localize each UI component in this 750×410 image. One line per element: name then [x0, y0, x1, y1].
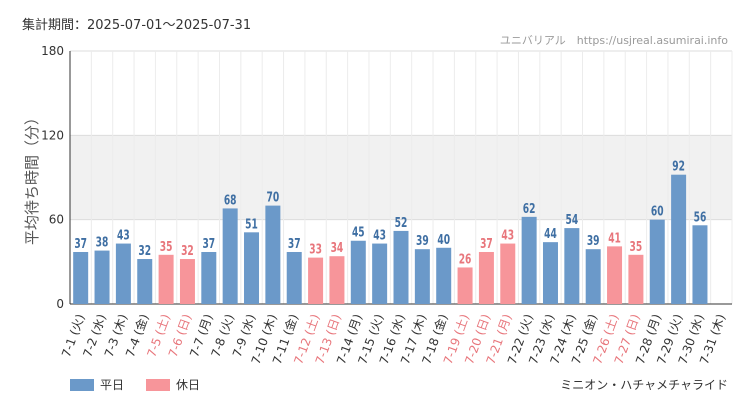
y-tick-label: 60: [49, 213, 64, 227]
period-label: 集計期間：2025-07-01～2025-07-31: [22, 18, 252, 33]
data-label: 37: [480, 236, 493, 252]
bar-7-13 (日): [329, 256, 345, 304]
data-label: 45: [352, 224, 365, 240]
data-label: 39: [416, 233, 429, 249]
data-label: 35: [160, 239, 173, 255]
legend-swatch-holiday: [146, 378, 171, 391]
chart-legend: 平日 休日: [70, 376, 222, 393]
data-label: 39: [587, 233, 600, 249]
bar-7-25 (金): [585, 249, 601, 304]
data-label: 34: [331, 240, 344, 256]
y-tick-label: 120: [41, 128, 64, 142]
bar-7-23 (水): [542, 242, 558, 304]
legend-item-holiday: 休日: [146, 376, 200, 393]
band-60-120: [70, 135, 732, 220]
bar-7-24 (木): [564, 228, 580, 304]
data-label: 43: [373, 227, 386, 243]
data-label: 40: [437, 232, 450, 248]
bar-7-15 (火): [372, 243, 388, 304]
data-label: 32: [181, 243, 194, 259]
data-label: 41: [608, 230, 621, 246]
data-label: 51: [245, 216, 258, 232]
legend-item-weekday: 平日: [70, 376, 124, 393]
bar-7-1 (火): [73, 251, 89, 304]
y-axis-title: 平均待ち時間（分）: [23, 110, 41, 245]
bar-7-30 (水): [692, 225, 708, 304]
bar-7-7 (月): [201, 251, 217, 304]
source-credit: ユニバリアル https://usjreal.asumirai.info: [499, 34, 728, 47]
data-label: 43: [117, 227, 130, 243]
data-label: 70: [267, 189, 280, 205]
data-label: 38: [96, 234, 109, 250]
bar-7-22 (火): [521, 216, 537, 304]
bar-7-26 (土): [607, 246, 623, 304]
data-label: 35: [630, 239, 643, 255]
data-label: 60: [651, 203, 664, 219]
bar-7-28 (月): [649, 219, 665, 304]
bar-7-16 (水): [393, 230, 409, 304]
bar-7-14 (月): [350, 240, 366, 304]
bar-7-11 (金): [286, 251, 302, 304]
y-tick-label: 180: [41, 44, 64, 58]
data-label: 33: [309, 241, 322, 257]
bar-7-3 (木): [115, 243, 131, 304]
data-label: 37: [202, 236, 215, 252]
bar-7-17 (木): [414, 249, 430, 304]
bar-7-21 (月): [500, 243, 516, 304]
data-label: 32: [138, 243, 151, 259]
bar-7-10 (木): [265, 205, 281, 304]
bar-7-27 (日): [628, 254, 644, 304]
bar-7-9 (水): [244, 232, 260, 304]
data-label: 68: [224, 192, 237, 208]
data-label: 37: [288, 236, 301, 252]
bar-7-2 (水): [94, 250, 110, 304]
bar-7-12 (土): [308, 257, 324, 304]
data-label: 54: [565, 212, 578, 228]
legend-swatch-weekday: [70, 378, 94, 391]
data-label: 62: [523, 201, 536, 217]
data-label: 44: [544, 226, 557, 242]
y-tick-label: 0: [56, 297, 64, 311]
bar-7-18 (金): [436, 247, 452, 304]
data-label: 56: [694, 209, 707, 225]
data-label: 52: [395, 215, 408, 231]
bar-7-5 (土): [158, 254, 174, 304]
attraction-name: ミニオン・ハチャメチャライド: [560, 378, 728, 392]
bar-7-20 (日): [478, 251, 494, 304]
data-label: 43: [501, 227, 514, 243]
data-label: 26: [459, 251, 472, 267]
data-label: 92: [672, 158, 685, 174]
legend-label-holiday: 休日: [176, 378, 201, 392]
data-label: 37: [74, 236, 87, 252]
bar-7-6 (日): [179, 259, 195, 304]
legend-label-weekday: 平日: [100, 378, 125, 392]
bar-7-8 (火): [222, 208, 238, 304]
bar-7-4 (金): [137, 259, 153, 304]
bar-7-19 (土): [457, 267, 473, 304]
bar-7-29 (火): [671, 174, 687, 304]
